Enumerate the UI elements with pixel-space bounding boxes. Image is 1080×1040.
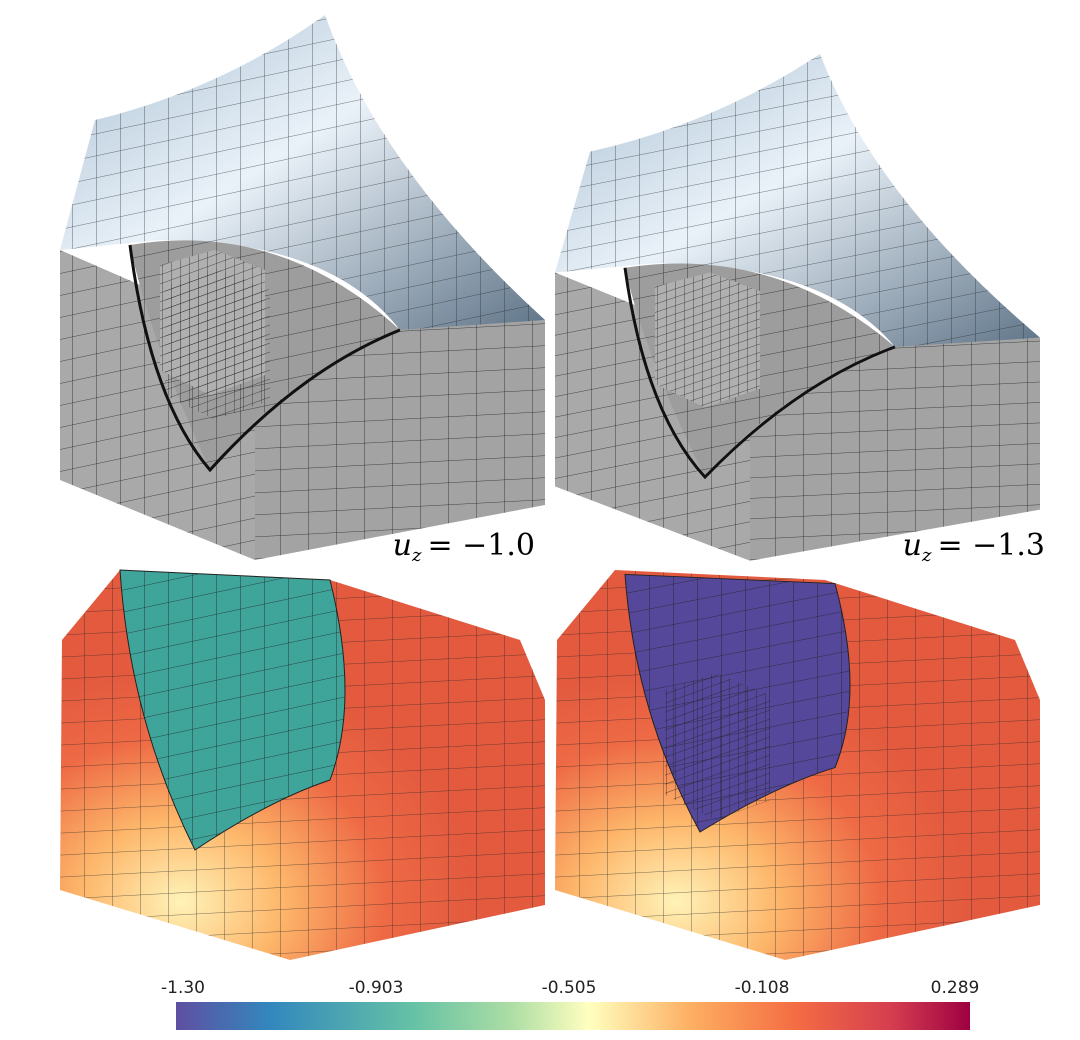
colorbar-ticks: -1.30 -0.903 -0.505 -0.108 0.289 bbox=[161, 978, 979, 998]
colorbar bbox=[176, 1002, 970, 1030]
inner-cube bbox=[165, 268, 270, 420]
subscript: z bbox=[921, 545, 932, 566]
mesh-top-left bbox=[58, 13, 547, 562]
colorbar-tick-label: 0.289 bbox=[931, 978, 980, 998]
symbol: u bbox=[393, 528, 412, 563]
colorbar-tick-label: -0.903 bbox=[349, 978, 404, 998]
colorbar-tick-label: -0.108 bbox=[735, 978, 790, 998]
value: = −1.0 bbox=[427, 528, 535, 563]
colorbar-tick-label: -1.30 bbox=[161, 978, 205, 998]
value: = −1.3 bbox=[937, 528, 1045, 563]
mesh-top-right bbox=[553, 52, 1042, 563]
inner-cube bbox=[665, 673, 770, 820]
panel-label: uz = −1.0 bbox=[393, 528, 535, 566]
symbol: u bbox=[903, 528, 922, 563]
colorbar-tick-label: -0.505 bbox=[542, 978, 597, 998]
panel-label: uz = −1.3 bbox=[903, 528, 1045, 566]
subscript: z bbox=[411, 545, 422, 566]
